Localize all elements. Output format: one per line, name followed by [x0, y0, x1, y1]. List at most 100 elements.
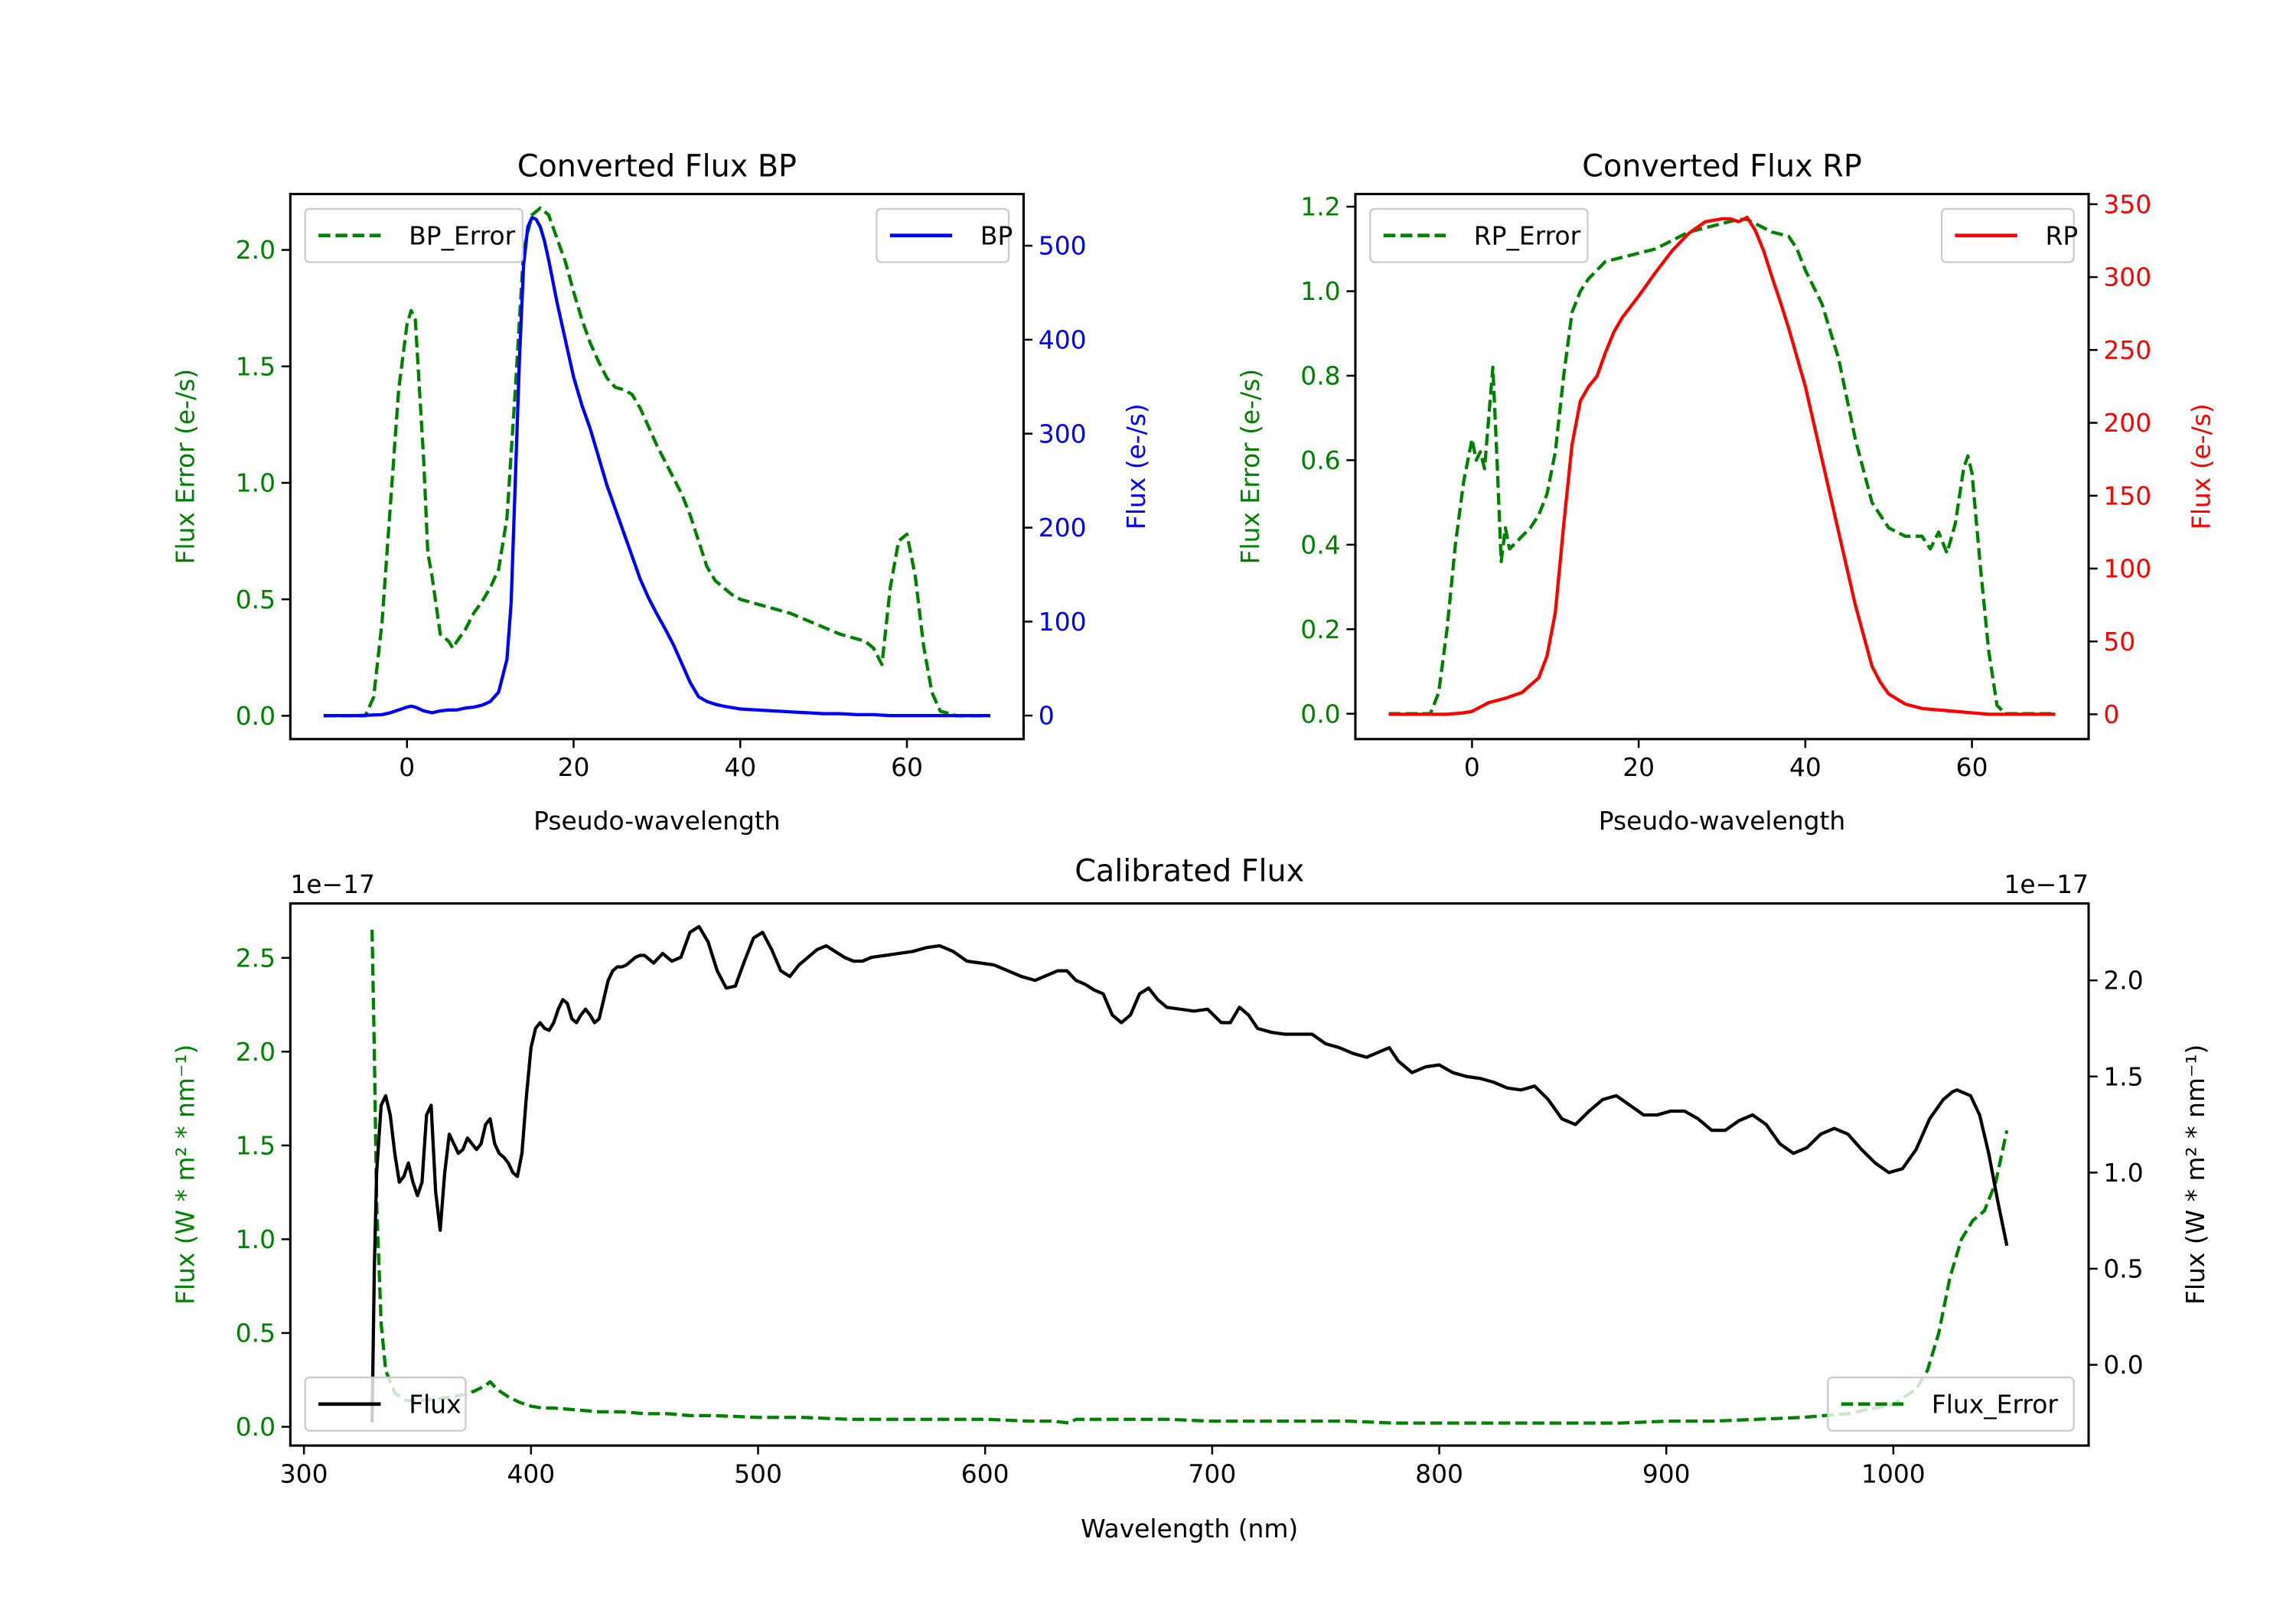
- y-right-tick-label: 0: [2103, 699, 2119, 729]
- bp-error-legend: BP_Error: [304, 207, 524, 263]
- y-left-tick-label: 0.5: [236, 1319, 276, 1348]
- series-line-flux-error: [370, 929, 2009, 1425]
- bp-panel: Converted Flux BP 0 20 40 60 0.0 0.5 1.0 1.5 2.…: [171, 148, 1152, 836]
- legend-label: BP_Error: [409, 220, 515, 250]
- y-right-tick-label: 1.0: [2103, 1158, 2143, 1188]
- rp-y-left-ticks: 0.0 0.2 0.4 0.6 0.8 1.0 1.2: [1300, 192, 1355, 729]
- x-tick-label: 400: [507, 1459, 555, 1488]
- calibrated-y-left-axis-label: Flux (W * m² * nm⁻¹): [171, 1045, 201, 1305]
- y-left-tick-label: 1.2: [1300, 192, 1340, 222]
- bp-y-right-axis-label: Flux (e-/s): [1121, 403, 1151, 530]
- y-right-tick-label: 100: [1039, 607, 1087, 637]
- y-right-tick-label: 300: [2103, 262, 2151, 292]
- y-right-tick-label: 150: [2103, 481, 2151, 510]
- legend-box: [304, 207, 524, 263]
- x-tick-label: 0: [399, 752, 415, 782]
- calibrated-right-offset-text: 1e−17: [2004, 869, 2089, 899]
- rp-title: Converted Flux RP: [1582, 148, 1861, 184]
- y-right-tick-label: 0: [1039, 701, 1055, 731]
- y-right-tick-label: 350: [2103, 189, 2151, 219]
- x-tick-label: 0: [1464, 752, 1480, 782]
- x-tick-label: 1000: [1861, 1459, 1926, 1488]
- bp-x-axis-label: Pseudo-wavelength: [533, 806, 781, 836]
- x-tick-label: 500: [734, 1459, 782, 1488]
- y-left-tick-label: 0.6: [1300, 445, 1340, 475]
- y-right-tick-label: 400: [1039, 325, 1087, 355]
- rp-x-axis-label: Pseudo-wavelength: [1599, 806, 1846, 836]
- x-tick-label: 600: [961, 1459, 1009, 1488]
- y-right-tick-label: 0.5: [2103, 1254, 2143, 1284]
- x-tick-label: 300: [280, 1459, 328, 1488]
- legend-label: RP_Error: [1474, 220, 1581, 250]
- y-left-tick-label: 0.0: [236, 1412, 276, 1442]
- y-left-tick-label: 0.0: [1300, 699, 1340, 729]
- flux-legend: Flux: [304, 1376, 467, 1432]
- y-left-tick-label: 1.0: [236, 1224, 276, 1254]
- rp-series-layer: [1388, 215, 2056, 716]
- y-right-tick-label: 200: [1039, 513, 1087, 543]
- bp-axes-frame: [289, 193, 1025, 741]
- y-left-tick-label: 1.5: [236, 1130, 276, 1160]
- x-tick-label: 40: [724, 752, 756, 782]
- rp-y-left-axis-label: Flux Error (e-/s): [1235, 369, 1265, 564]
- calibrated-series-layer: [370, 924, 2009, 1425]
- rp-error-legend: RP_Error: [1369, 207, 1589, 263]
- series-line-bp: [323, 216, 990, 718]
- y-left-tick-label: 2.0: [236, 235, 276, 265]
- y-right-tick-label: 0.0: [2103, 1350, 2143, 1380]
- x-tick-label: 60: [891, 752, 923, 782]
- bp-y-left-ticks: 0.0 0.5 1.0 1.5 2.0: [236, 235, 291, 731]
- calibrated-x-ticks: 300 400 500 600 700 800 900 1000: [280, 1446, 1926, 1488]
- series-line-flux: [370, 924, 2009, 1423]
- x-tick-label: 40: [1789, 752, 1821, 782]
- y-right-tick-label: 2.0: [2103, 966, 2143, 996]
- y-left-tick-label: 0.2: [1300, 614, 1340, 644]
- rp-y-right-axis-label: Flux (e-/s): [2187, 403, 2216, 530]
- rp-legend: RP: [1940, 207, 2079, 263]
- y-left-tick-label: 2.0: [236, 1037, 276, 1067]
- rp-panel: Converted Flux RP 0 20 40 60 0.00.20.40.60.…: [1235, 148, 2216, 836]
- y-left-tick-label: 0.5: [236, 585, 276, 614]
- y-left-tick-label: 0.4: [1300, 530, 1340, 559]
- legend-box: [304, 1376, 467, 1432]
- x-tick-label: 60: [1956, 752, 1988, 782]
- y-right-tick-label: 300: [1039, 419, 1087, 448]
- bp-x-ticks: 0 20 40 60: [399, 738, 923, 782]
- y-left-tick-label: 2.5: [236, 943, 276, 973]
- calibrated-y-right-ticks: 0.0 0.5 1.0 1.5 2.0: [2089, 966, 2144, 1380]
- flux-error-legend: Flux_Error: [1827, 1376, 2075, 1432]
- bp-title: Converted Flux BP: [517, 148, 797, 184]
- y-left-tick-label: 1.0: [1300, 276, 1340, 306]
- rp-y-right-ticks: 0 50 100 150 200 250 300 350: [2089, 189, 2151, 729]
- y-right-tick-label: 500: [1039, 231, 1087, 261]
- y-left-tick-label: 0.0: [236, 701, 276, 731]
- y-left-tick-label: 1.0: [236, 468, 276, 498]
- x-tick-label: 900: [1642, 1459, 1691, 1488]
- legend-label: Flux_Error: [1932, 1389, 2058, 1419]
- calibrated-y-right-axis-label: Flux (W * m² * nm⁻¹): [2180, 1045, 2210, 1305]
- legend-label: BP: [980, 220, 1013, 250]
- y-right-tick-label: 50: [2103, 627, 2135, 657]
- legend-label: RP: [2046, 220, 2079, 250]
- calibrated-axes-frame: [289, 902, 2090, 1447]
- bp-legend: BP: [876, 207, 1013, 263]
- y-right-tick-label: 1.5: [2103, 1061, 2143, 1091]
- x-tick-label: 20: [1623, 752, 1655, 782]
- rp-axes-frame: [1354, 193, 2090, 741]
- y-right-tick-label: 200: [2103, 408, 2151, 438]
- series-line-bp-error: [323, 206, 990, 718]
- calibrated-left-offset-text: 1e−17: [290, 869, 375, 899]
- x-tick-label: 700: [1188, 1459, 1236, 1488]
- y-right-tick-label: 100: [2103, 554, 2151, 584]
- y-right-tick-label: 250: [2103, 335, 2151, 365]
- series-line-rp-error: [1388, 217, 2056, 715]
- legend-box: [1827, 1376, 2075, 1432]
- calibrated-panel: Calibrated Flux 300 400 500 600 700 800 900 100…: [171, 854, 2210, 1543]
- x-tick-label: 20: [558, 752, 590, 782]
- series-line-rp: [1388, 215, 2056, 716]
- calibrated-title: Calibrated Flux: [1075, 854, 1304, 889]
- bp-y-left-axis-label: Flux Error (e-/s): [171, 369, 201, 564]
- calibrated-x-axis-label: Wavelength (nm): [1081, 1514, 1298, 1543]
- legend-label: Flux: [409, 1389, 461, 1419]
